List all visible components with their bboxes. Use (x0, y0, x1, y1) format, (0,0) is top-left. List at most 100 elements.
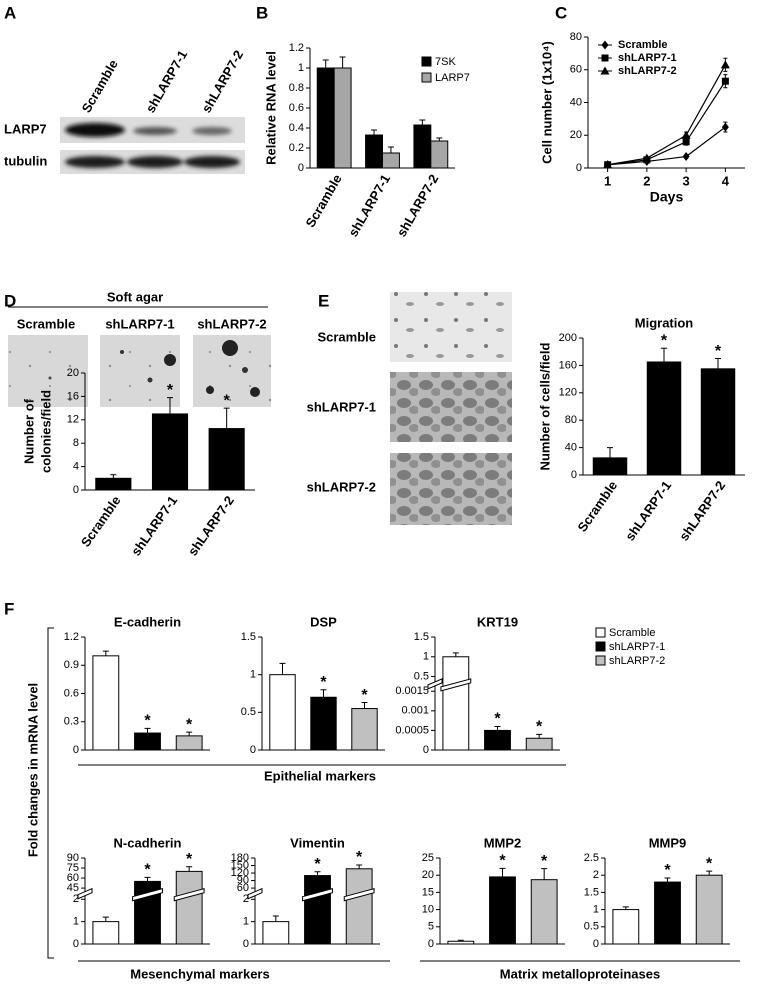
legend-label: shLARP7-2 (609, 655, 665, 667)
error-bar (279, 662, 286, 675)
chart-title: Vimentin (290, 835, 345, 850)
blot-bands (65, 123, 240, 168)
x-tick-label: shLARP7-1 (128, 493, 180, 558)
chart-title: Migration (635, 315, 694, 330)
x-tick-label: shLARP7-2 (185, 493, 237, 558)
legend-marker (601, 54, 609, 62)
y-tick-label: 20 (570, 129, 582, 141)
y-tick-label: 1.5 (241, 631, 256, 643)
x-tick-label: 2 (643, 173, 650, 188)
significance: * (541, 853, 548, 870)
error-bar (102, 916, 109, 922)
bar (208, 428, 245, 491)
error-bar (661, 347, 667, 362)
significance: * (536, 719, 543, 736)
y-tick-label: 200 (559, 332, 577, 344)
y-tick-label: 0.6 (64, 687, 79, 699)
bar (654, 881, 681, 945)
significance: * (661, 332, 668, 349)
y-tick-label: 20 (67, 367, 79, 379)
y-tick-label: 0.2 (289, 142, 304, 154)
error-bar (167, 397, 173, 414)
error-bar (664, 877, 671, 883)
y-tick-label: 1 (593, 904, 599, 916)
bar (413, 124, 432, 169)
y-tick-label: 160 (559, 359, 577, 371)
y-tick-label: 0 (423, 744, 429, 756)
axis-break (427, 678, 443, 690)
panel-label: C (555, 3, 567, 22)
y-tick-label: 0.8 (289, 82, 304, 94)
chart-title: MMP2 (484, 835, 522, 850)
image-label: Scramble (317, 329, 376, 344)
error-bar (436, 137, 443, 141)
y-tick-label: 0.5 (414, 670, 429, 682)
y-tick-label: 0 (73, 484, 79, 496)
y-tick-label: 1 (298, 62, 304, 74)
y-axis-label: Cell number (1x10⁴) (539, 41, 554, 164)
y-tick-label: 8 (73, 437, 79, 449)
x-tick-label: Scramble (78, 493, 124, 550)
y-tick-label: 0 (73, 744, 79, 756)
y-axis-label: Number of cells/field (537, 343, 552, 471)
y-tick-label: 60 (570, 64, 582, 76)
y-axis-label: Fold changes in mRNA level (25, 683, 40, 857)
y-tick-label: 0 (576, 162, 582, 174)
y-tick-label: 0.9 (64, 659, 79, 671)
legend-label: shLARP7-2 (618, 65, 677, 77)
significance: * (186, 851, 193, 868)
image-label: shLARP7-2 (197, 316, 266, 331)
header: Soft agar (107, 289, 163, 304)
y-tick-label: 0.001 (401, 705, 429, 717)
y-axis-label: Number of (21, 398, 36, 464)
y-tick-label: 2.5 (584, 852, 599, 864)
error-bar (186, 731, 193, 736)
x-tick-label: Scramble (574, 478, 620, 535)
y-tick-label: 5 (428, 921, 434, 933)
series-line (607, 80, 726, 166)
marker (682, 138, 690, 146)
error-bar (607, 447, 613, 458)
bar (310, 696, 337, 751)
bar (530, 879, 558, 945)
bar (333, 67, 352, 169)
y-tick-label: 0.0005 (395, 724, 429, 736)
micrographs (390, 292, 512, 525)
error-bar (144, 727, 151, 734)
image-label: shLARP7-2 (307, 479, 376, 494)
series-line (607, 64, 726, 166)
error-bar (387, 146, 394, 153)
bar (365, 134, 384, 169)
bar (695, 874, 723, 945)
legend-swatch (595, 655, 606, 666)
significance: * (494, 711, 501, 728)
chart-title: KRT19 (477, 614, 518, 629)
error-bar (186, 866, 193, 872)
y-tick-label: 0.4 (289, 122, 304, 134)
y-tick-label: 40 (570, 96, 582, 108)
legend-swatch (421, 72, 432, 83)
error-bar (223, 407, 230, 429)
y-tick-label: 90 (67, 852, 79, 864)
legend-label: LARP7 (435, 72, 470, 84)
error-bar (419, 119, 426, 125)
legend-label: 7SK (435, 56, 456, 68)
bar (525, 737, 553, 751)
y-tick-label: 1.2 (289, 42, 304, 54)
legend-label: shLARP7-1 (618, 52, 677, 64)
significance: * (715, 343, 722, 360)
panel-label: F (4, 599, 14, 618)
bar (262, 921, 290, 945)
series-line (607, 126, 726, 166)
error-bar (536, 733, 543, 739)
y-tick-label: 80 (570, 31, 582, 43)
y-tick-label: 0.5 (241, 706, 256, 718)
bar-break (132, 888, 163, 902)
bar (447, 940, 475, 945)
significance: * (314, 856, 321, 873)
marker (603, 160, 613, 169)
marker (721, 122, 729, 132)
error-bar (541, 868, 548, 880)
marker (642, 153, 652, 162)
error-bar (314, 871, 321, 876)
